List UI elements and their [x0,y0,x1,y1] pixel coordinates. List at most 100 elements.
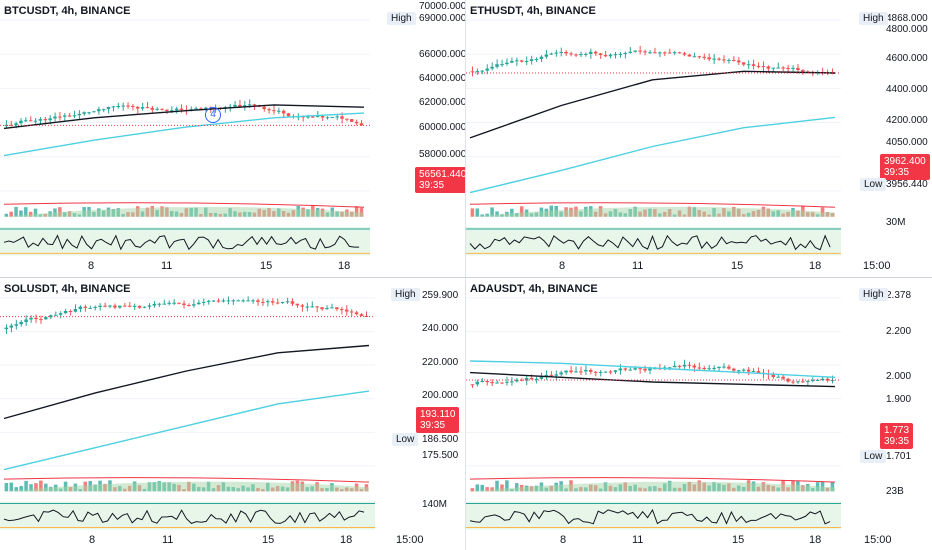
chart-pane-sol[interactable]: SOLUSDT, 4h, BINANCE 259.900 240.000 220… [0,278,465,550]
candle-body [751,371,756,373]
price-tick: 2.378 [886,290,912,301]
price-tick: 4868.000 [886,13,928,24]
candle-body [204,107,208,109]
chart-pane-btc[interactable]: BTCUSDT, 4h, BINANCE 4 69000.000 70000.0… [0,0,465,277]
current-price: 3962.400 [884,156,926,167]
candle-body [98,305,102,307]
price-plot[interactable] [0,278,375,532]
volume-bar [14,487,18,492]
price-axis[interactable]: 4868.000 4800.000 4600.000 4400.000 4200… [880,0,932,258]
candle-body [608,371,613,373]
high-label: High [391,288,420,301]
time-axis[interactable]: 8 11 15 18 15:00 [466,532,932,550]
price-plot[interactable] [0,0,370,258]
oscillator-line [469,234,831,251]
candle-body [470,384,475,386]
candle-body [267,109,271,111]
candle-body [623,368,628,370]
candle-body [510,381,514,383]
current-price: 1.773 [884,425,910,436]
event-marker[interactable]: 4 [205,107,221,123]
volume-bar [470,208,475,217]
candle-body [480,380,484,382]
time-axis[interactable]: 8 11 15 18 [0,258,465,276]
candle-body [584,369,588,372]
symbol-title[interactable]: ETHUSDT, 4h, BINANCE [470,5,596,17]
symbol-title[interactable]: SOLUSDT, 4h, BINANCE [4,283,131,295]
candle-body [14,324,18,326]
candle-body [796,381,800,383]
candle-body [280,301,285,303]
candle-body [564,370,568,373]
candle-body [162,303,166,305]
candle-body [82,112,86,114]
moving-average-long [3,104,365,130]
symbol-title[interactable]: BTCUSDT, 4h, BINANCE [4,5,131,17]
price-tick: 240.000 [422,323,459,334]
candle-body [564,51,568,54]
volume-bar [34,483,38,492]
candle-body [490,66,494,69]
candle-body [9,325,14,328]
price-plot[interactable] [466,278,841,532]
candle-body [549,53,554,55]
price-tick: 64000.000 [419,73,465,84]
pane-divider-horizontal[interactable] [0,277,932,278]
volume-bar [820,481,825,492]
candle-body [514,379,519,382]
candle-body [603,55,608,57]
volume-bar [24,480,28,492]
price-axis[interactable]: 259.900 240.000 220.000 200.000 193.110 … [416,278,465,532]
candle-body [247,104,252,106]
candle-body [170,110,174,112]
candle-body [97,109,101,112]
chart-pane-ada[interactable]: ADAUSDT, 4h, BINANCE 2.378 2.200 2.000 1… [466,278,932,550]
candle-body [127,305,132,307]
candle-body [335,307,339,310]
volume-bar [519,206,524,217]
bar-countdown: 39:35 [884,167,910,178]
low-value: 186.500 [422,434,459,445]
candle-body [241,300,245,302]
candle-body [722,366,726,368]
candle-body [201,301,206,303]
candle-body [101,109,106,111]
candle-body [746,369,751,372]
candle-body [662,52,667,54]
candle-body [667,367,672,369]
candle-body [519,60,524,62]
candle-body [233,104,237,107]
price-axis[interactable]: 69000.000 70000.000 66000.000 64000.000 … [401,0,465,258]
candle-body [277,110,281,112]
symbol-title[interactable]: ADAUSDT, 4h, BINANCE [470,283,598,295]
volume-bar [4,213,9,217]
volume-bar [830,481,835,492]
candle-body [340,116,344,119]
price-axis[interactable]: 2.378 2.200 2.000 1.900 1.773 39:35 1.70… [880,278,932,532]
candle-body [820,378,825,380]
candle-body [211,300,216,302]
candle-body [702,56,706,58]
candle-body [192,304,196,306]
candle-body [534,58,539,60]
chart-pane-eth[interactable]: ETHUSDT, 4h, BINANCE 4868.000 4800.000 4… [466,0,932,277]
candle-body [199,108,203,110]
candle-body [251,300,255,302]
pane-divider-vertical[interactable] [465,0,466,550]
candle-body [78,306,83,310]
oscillator-band [466,227,841,256]
candle-body [712,58,716,60]
time-tick: 8 [559,260,566,272]
volume-scale-label: 30M [886,217,906,228]
time-tick: 8 [560,534,567,546]
time-axis[interactable]: 8 11 15 18 15:00 [466,258,932,276]
candle-body [623,52,628,54]
candle-body [801,381,805,383]
candle-body [539,376,544,379]
volume-bar [505,480,509,492]
price-plot[interactable] [466,0,841,258]
candle-body [19,120,23,124]
candle-body [24,120,28,122]
time-axis[interactable]: 8 11 15 18 15:00 [0,532,465,550]
current-price-label: 3962.400 39:35 [880,154,930,180]
